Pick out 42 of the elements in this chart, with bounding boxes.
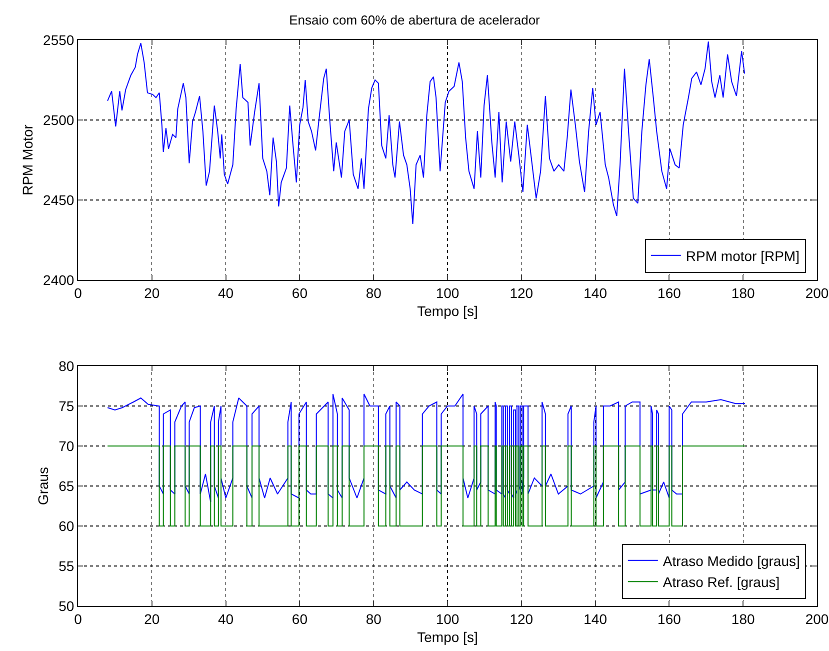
x-tick-label: 120 — [510, 610, 534, 626]
x-axis-title: Tempo [s] — [417, 303, 478, 320]
x-tick-label: 60 — [292, 610, 308, 626]
x-tick-label: 180 — [731, 284, 755, 301]
x-tick-label: 0 — [74, 610, 82, 626]
y-tick-label: 50 — [58, 597, 74, 614]
x-tick-label: 40 — [218, 610, 234, 626]
x-tick-label: 60 — [292, 284, 308, 301]
y-axis-title: Graus — [35, 466, 52, 505]
x-tick-label: 140 — [584, 284, 608, 301]
legend-label: Atraso Medido [graus] — [662, 552, 800, 568]
x-tick-label: 20 — [144, 284, 160, 301]
y-tick-label: 55 — [58, 557, 74, 574]
x-tick-label: 20 — [144, 610, 160, 626]
x-tick-label: 200 — [805, 610, 829, 626]
y-axis-title: RPM Motor — [20, 124, 36, 196]
x-axis-title: Tempo [s] — [417, 628, 478, 645]
x-tick-label: 140 — [584, 610, 608, 626]
y-tick-label: 60 — [58, 517, 74, 534]
x-tick-label: 200 — [805, 284, 829, 301]
y-tick-label: 65 — [58, 477, 74, 494]
y-tick-label: 75 — [58, 397, 74, 414]
x-tick-label: 40 — [218, 284, 234, 301]
y-tick-label: 2400 — [43, 272, 74, 288]
chart-title: Ensaio com 60% de abertura de acelerador — [289, 12, 541, 28]
y-tick-label: 80 — [58, 357, 74, 374]
x-tick-label: 80 — [366, 610, 382, 626]
x-tick-label: 160 — [658, 284, 682, 301]
y-tick-label: 2500 — [43, 112, 74, 128]
x-tick-label: 100 — [436, 610, 460, 626]
y-tick-label: 2450 — [43, 192, 74, 208]
line-series — [107, 41, 746, 224]
x-tick-label: 100 — [436, 284, 460, 301]
y-tick-label: 70 — [58, 437, 74, 454]
y-tick-label: 2550 — [43, 32, 74, 48]
x-tick-label: 0 — [74, 284, 82, 301]
legend-label: Atraso Ref. [graus] — [662, 574, 780, 590]
x-tick-label: 180 — [731, 610, 755, 626]
x-tick-label: 160 — [658, 610, 682, 626]
legend-label: RPM motor [RPM] — [686, 248, 800, 264]
x-tick-label: 120 — [510, 284, 534, 301]
x-tick-label: 80 — [366, 284, 382, 301]
